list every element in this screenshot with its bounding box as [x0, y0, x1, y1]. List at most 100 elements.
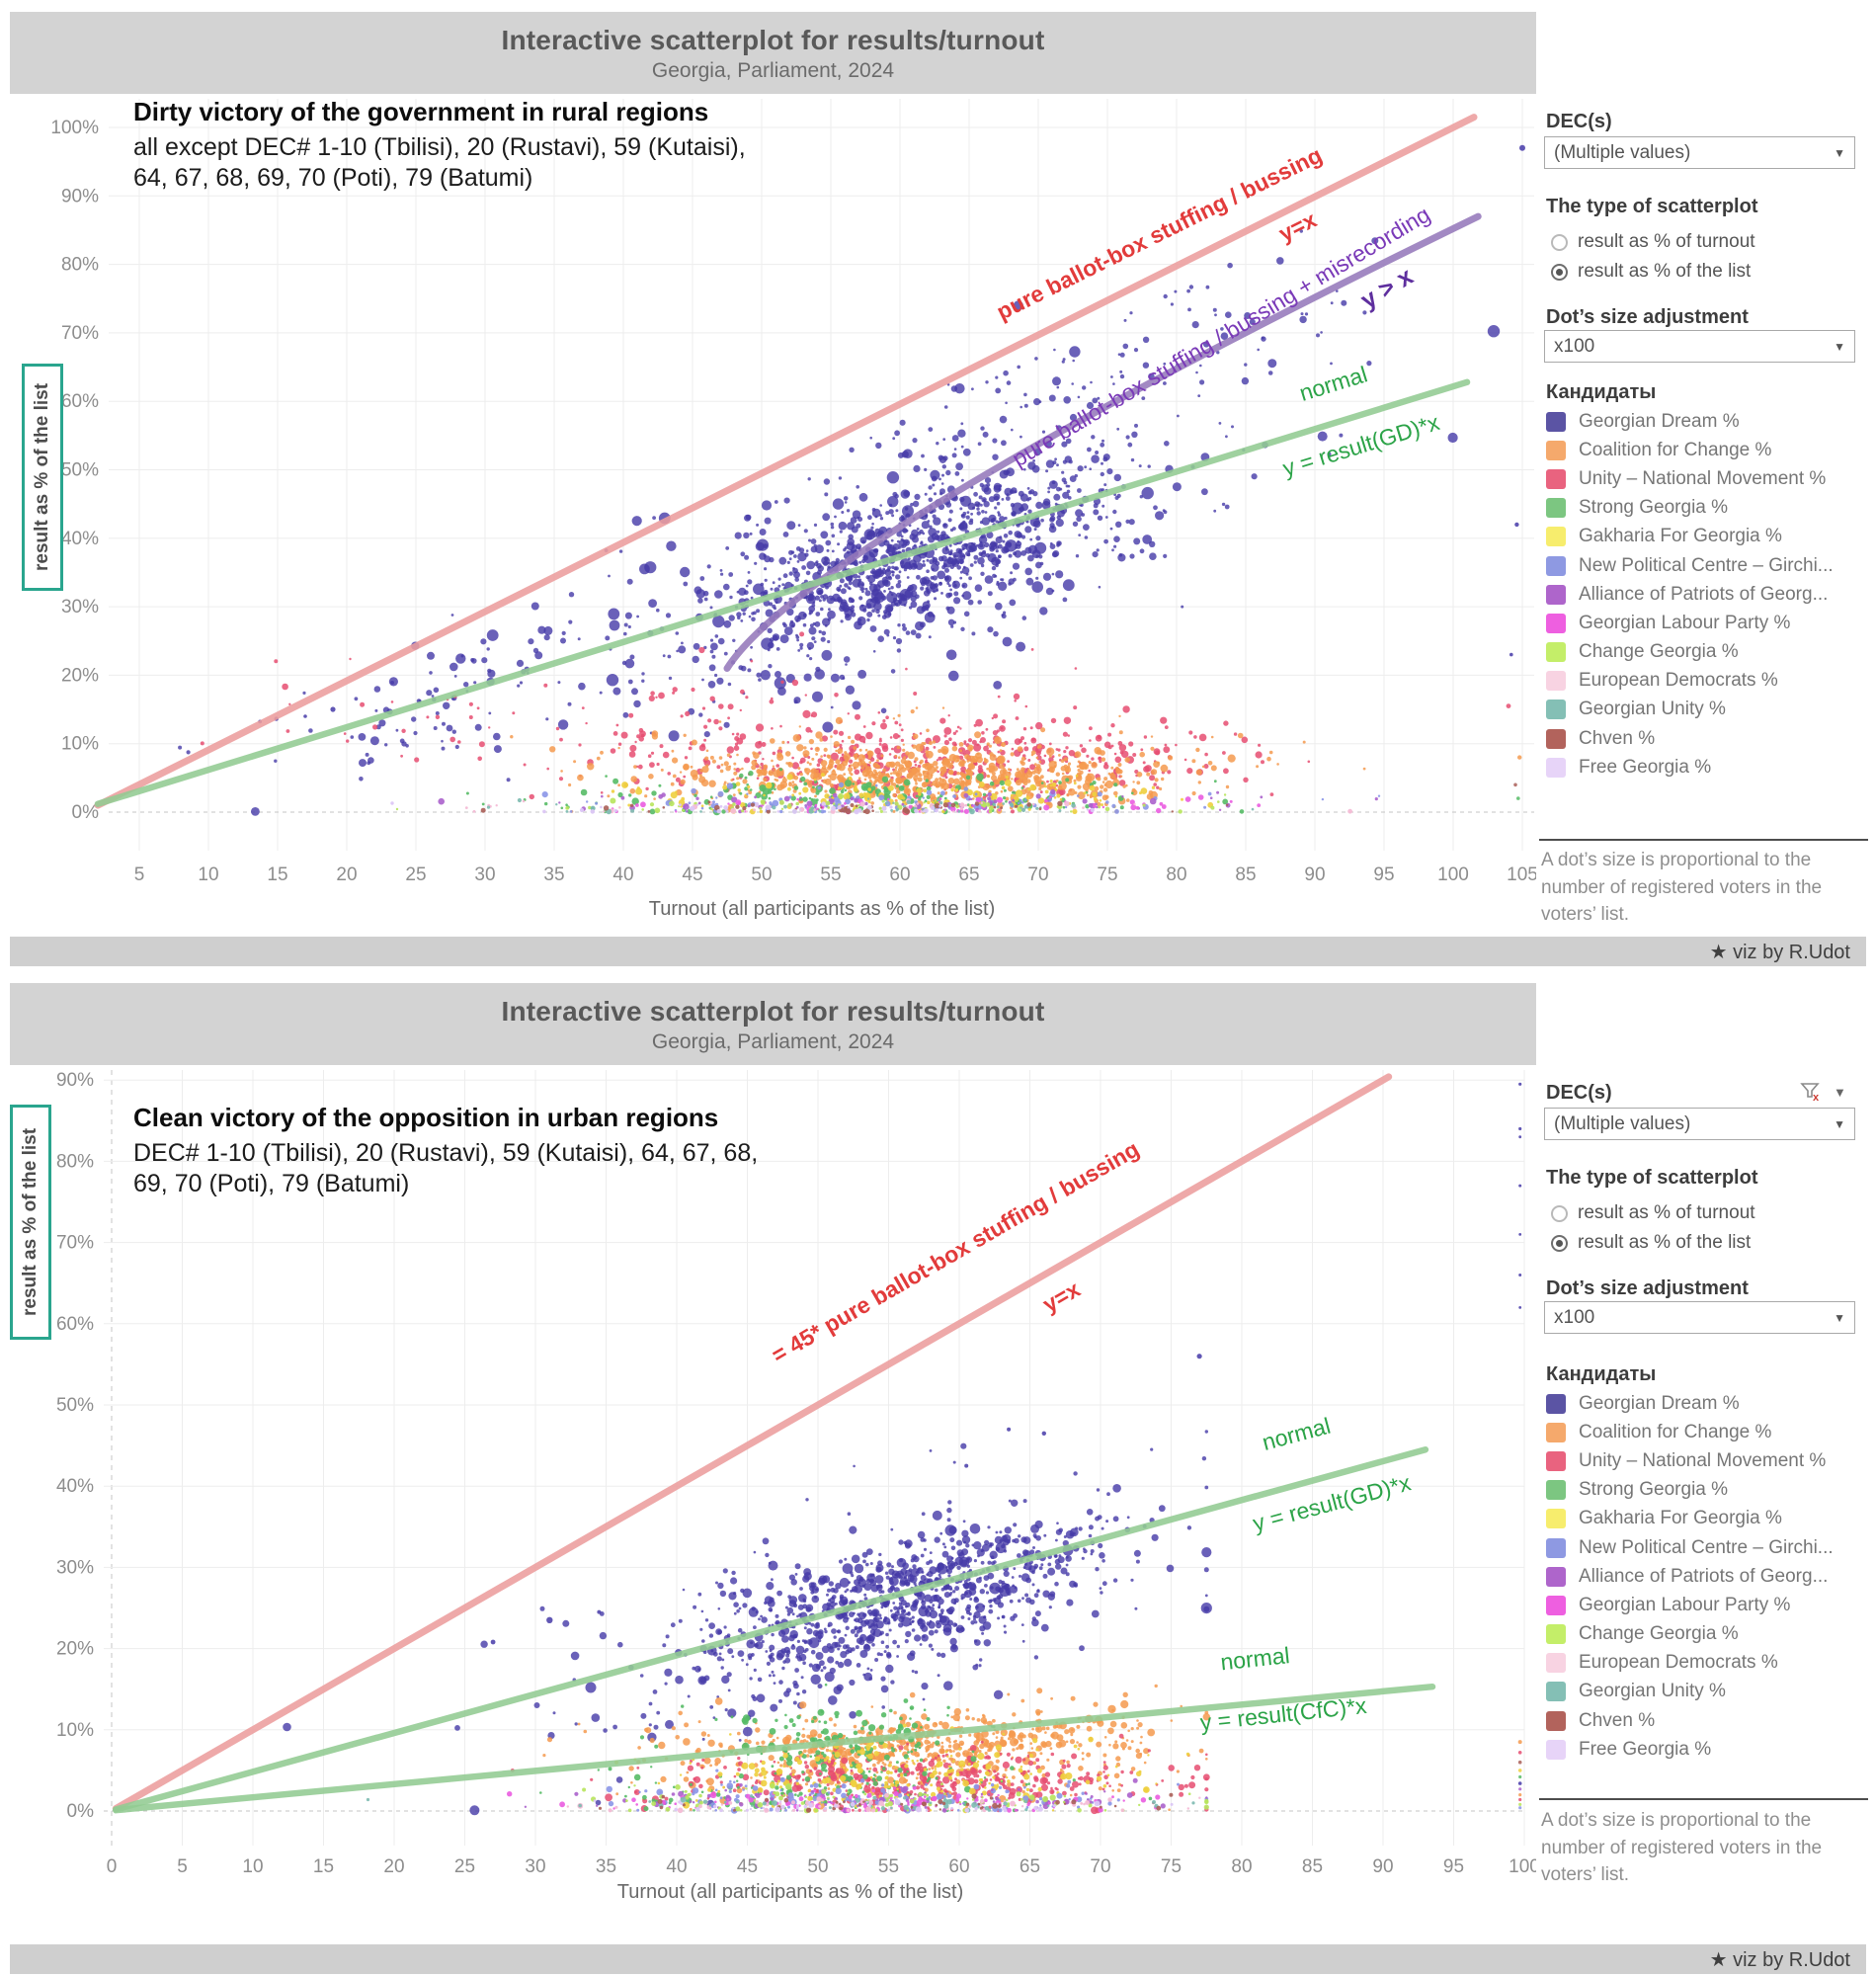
- radio-result-as-list[interactable]: result as % of the list: [1551, 261, 1751, 283]
- legend-item-13[interactable]: Free Georgia %: [1546, 753, 1834, 782]
- data-point: [928, 485, 933, 490]
- data-point: [1261, 760, 1264, 765]
- data-point: [1095, 451, 1100, 454]
- data-point: [748, 1656, 753, 1661]
- scatter-chart-urban[interactable]: 0 5 10 15 20 25 30 35 40 45 50 55 60 65 70 75 80 85 90 95 10…: [10, 1065, 1536, 1939]
- data-point: [822, 594, 829, 600]
- legend-item-6[interactable]: New Political Centre – Girchi...: [1546, 551, 1834, 580]
- data-point: [627, 624, 631, 629]
- data-point: [999, 1530, 1003, 1534]
- legend-item-5[interactable]: Gakharia For Georgia %: [1546, 523, 1834, 551]
- data-point: [390, 700, 394, 703]
- data-point: [905, 1602, 911, 1607]
- data-point: [1039, 759, 1046, 765]
- legend-item-7[interactable]: Alliance of Patriots of Georg...: [1546, 580, 1834, 609]
- data-point: [851, 612, 856, 618]
- radio-result-as-turnout[interactable]: result as % of turnout: [1551, 231, 1755, 253]
- data-point: [754, 795, 757, 799]
- radio-icon[interactable]: [1551, 233, 1568, 251]
- data-point: [931, 805, 936, 810]
- radio-icon[interactable]: [1551, 263, 1568, 281]
- data-point: [756, 609, 761, 614]
- viz-credit-link[interactable]: ★ viz by R.Udot: [1709, 941, 1850, 963]
- data-point: [651, 733, 659, 740]
- legend-item-2[interactable]: Coalition for Change %: [1546, 436, 1834, 464]
- data-point: [822, 598, 826, 602]
- legend-item-9[interactable]: Change Georgia %: [1546, 638, 1834, 667]
- data-point: [858, 792, 864, 798]
- data-point: [778, 1680, 783, 1685]
- data-point: [667, 654, 672, 659]
- data-point: [693, 1605, 697, 1609]
- data-point: [834, 693, 839, 698]
- data-point: [740, 619, 744, 622]
- data-point: [1018, 1534, 1021, 1538]
- data-point: [815, 790, 820, 795]
- data-point: [1056, 385, 1060, 389]
- data-point: [1039, 607, 1048, 616]
- data-point: [969, 1598, 973, 1601]
- data-point: [862, 554, 868, 561]
- data-point: [926, 569, 930, 573]
- data-point: [868, 761, 871, 764]
- data-point: [573, 760, 577, 764]
- data-point: [1127, 442, 1133, 448]
- data-point: [1299, 229, 1304, 233]
- data-point: [992, 730, 999, 736]
- data-point: [848, 597, 855, 604]
- data-point: [837, 542, 841, 546]
- data-point: [982, 792, 987, 796]
- data-point: [977, 600, 982, 605]
- data-point: [837, 775, 841, 780]
- data-point: [1002, 1533, 1012, 1543]
- legend-item-11[interactable]: Georgian Unity %: [1546, 696, 1834, 724]
- scatter-chart-rural[interactable]: 5 10 15 20 25 30 35 40 45 50 55 60 65 70 75 80 85 90 95 100…: [10, 94, 1536, 934]
- data-point: [628, 793, 632, 797]
- data-point: [995, 375, 999, 379]
- data-point: [959, 576, 963, 580]
- legend-item-12[interactable]: Chven %: [1546, 724, 1834, 753]
- data-point: [1027, 554, 1034, 562]
- data-point: [862, 763, 867, 768]
- data-point: [956, 1565, 961, 1570]
- legend-item-8[interactable]: Georgian Labour Party %: [1546, 609, 1834, 637]
- data-point: [756, 777, 760, 780]
- legend-item-3[interactable]: Unity – National Movement %: [1546, 464, 1834, 493]
- data-point: [856, 616, 866, 626]
- data-point: [887, 496, 899, 508]
- data-point: [773, 768, 776, 772]
- data-point: [742, 806, 747, 811]
- data-point: [742, 1603, 748, 1608]
- data-point: [828, 1581, 834, 1587]
- data-point: [962, 1582, 970, 1590]
- data-point: [617, 1641, 623, 1648]
- dot-size-dropdown[interactable]: x100 ▼: [1544, 330, 1855, 363]
- data-point: [898, 570, 902, 574]
- data-point: [922, 796, 925, 799]
- data-point: [493, 745, 502, 754]
- data-point: [796, 638, 799, 642]
- data-point: [843, 496, 849, 501]
- data-point: [932, 556, 936, 560]
- data-point: [958, 558, 964, 565]
- data-point: [617, 783, 620, 787]
- data-point: [695, 803, 699, 806]
- data-point: [1101, 1526, 1104, 1530]
- dec-filter-dropdown[interactable]: (Multiple values) ▼: [1544, 136, 1855, 169]
- data-point: [1374, 797, 1378, 801]
- data-point: [591, 1713, 601, 1722]
- data-point: [1051, 480, 1056, 485]
- data-point: [920, 759, 924, 764]
- data-point: [803, 1572, 812, 1581]
- data-point: [795, 1645, 805, 1655]
- data-point: [933, 746, 937, 749]
- legend-item-4[interactable]: Strong Georgia %: [1546, 494, 1834, 523]
- legend-label: Alliance of Patriots of Georg...: [1579, 583, 1829, 605]
- axis-tick-labels: 0 5 10 15 20 25 30 35 40 45 50 55 60 65 70 75 80 85 90 95 10…: [56, 1070, 1536, 1877]
- legend-item-1[interactable]: Georgian Dream %: [1546, 407, 1834, 436]
- data-point: [354, 697, 359, 701]
- data-point: [1056, 486, 1061, 492]
- legend-item-10[interactable]: European Democrats %: [1546, 667, 1834, 696]
- data-point: [814, 794, 817, 798]
- data-point: [973, 1559, 978, 1563]
